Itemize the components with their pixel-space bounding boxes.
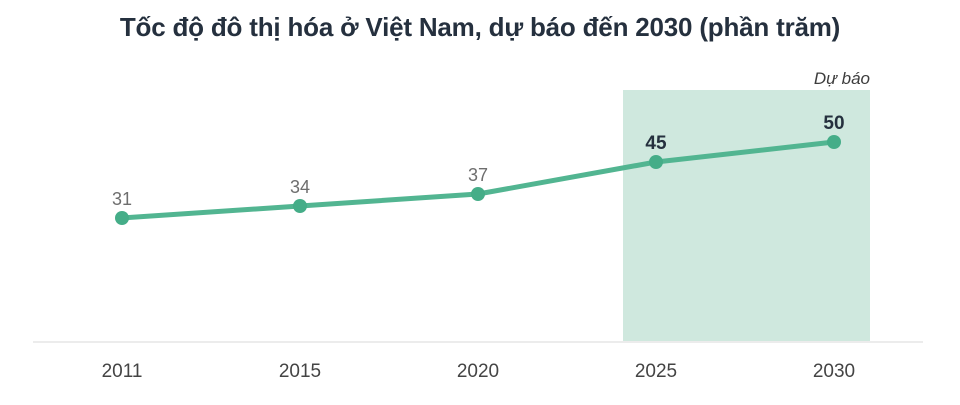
x-tick-2011: 2011	[102, 361, 143, 382]
x-tick-2025: 2025	[635, 361, 677, 382]
forecast-label: Dự báo	[814, 69, 870, 88]
x-tick-2030: 2030	[813, 361, 855, 382]
forecast-region	[623, 90, 870, 341]
data-point-2025	[649, 155, 663, 169]
value-label-2011: 31	[112, 189, 132, 209]
chart-title: Tốc độ đô thị hóa ở Việt Nam, dự báo đến…	[119, 12, 841, 42]
value-label-2015: 34	[290, 177, 310, 197]
value-label-2030: 50	[823, 113, 844, 134]
data-point-2015	[293, 199, 307, 213]
value-label-2025: 45	[645, 133, 667, 154]
data-point-2011	[115, 211, 129, 225]
data-point-2020	[471, 187, 485, 201]
data-point-2030	[827, 135, 841, 149]
x-tick-2015: 2015	[279, 361, 321, 382]
value-label-2020: 37	[468, 165, 488, 185]
x-tick-2020: 2020	[457, 361, 499, 382]
